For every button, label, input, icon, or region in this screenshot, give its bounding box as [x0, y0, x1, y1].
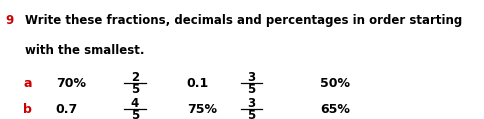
Text: 0.1: 0.1 — [186, 77, 209, 90]
Text: 9: 9 — [6, 14, 14, 27]
Text: 50%: 50% — [319, 77, 349, 90]
Text: 5: 5 — [246, 109, 255, 119]
Text: 5: 5 — [246, 83, 255, 96]
Text: 5: 5 — [130, 83, 139, 96]
Text: Write these fractions, decimals and percentages in order starting: Write these fractions, decimals and perc… — [25, 14, 462, 27]
Text: 75%: 75% — [186, 103, 216, 116]
Text: 3: 3 — [247, 71, 255, 84]
Text: 2: 2 — [131, 71, 138, 84]
Text: 0.7: 0.7 — [56, 103, 78, 116]
Text: 4: 4 — [130, 97, 139, 110]
Text: 70%: 70% — [56, 77, 86, 90]
Text: 5: 5 — [130, 109, 139, 119]
Text: with the smallest.: with the smallest. — [25, 44, 144, 57]
Text: 65%: 65% — [319, 103, 349, 116]
Text: 3: 3 — [247, 97, 255, 110]
Text: a: a — [23, 77, 32, 90]
Text: b: b — [23, 103, 32, 116]
